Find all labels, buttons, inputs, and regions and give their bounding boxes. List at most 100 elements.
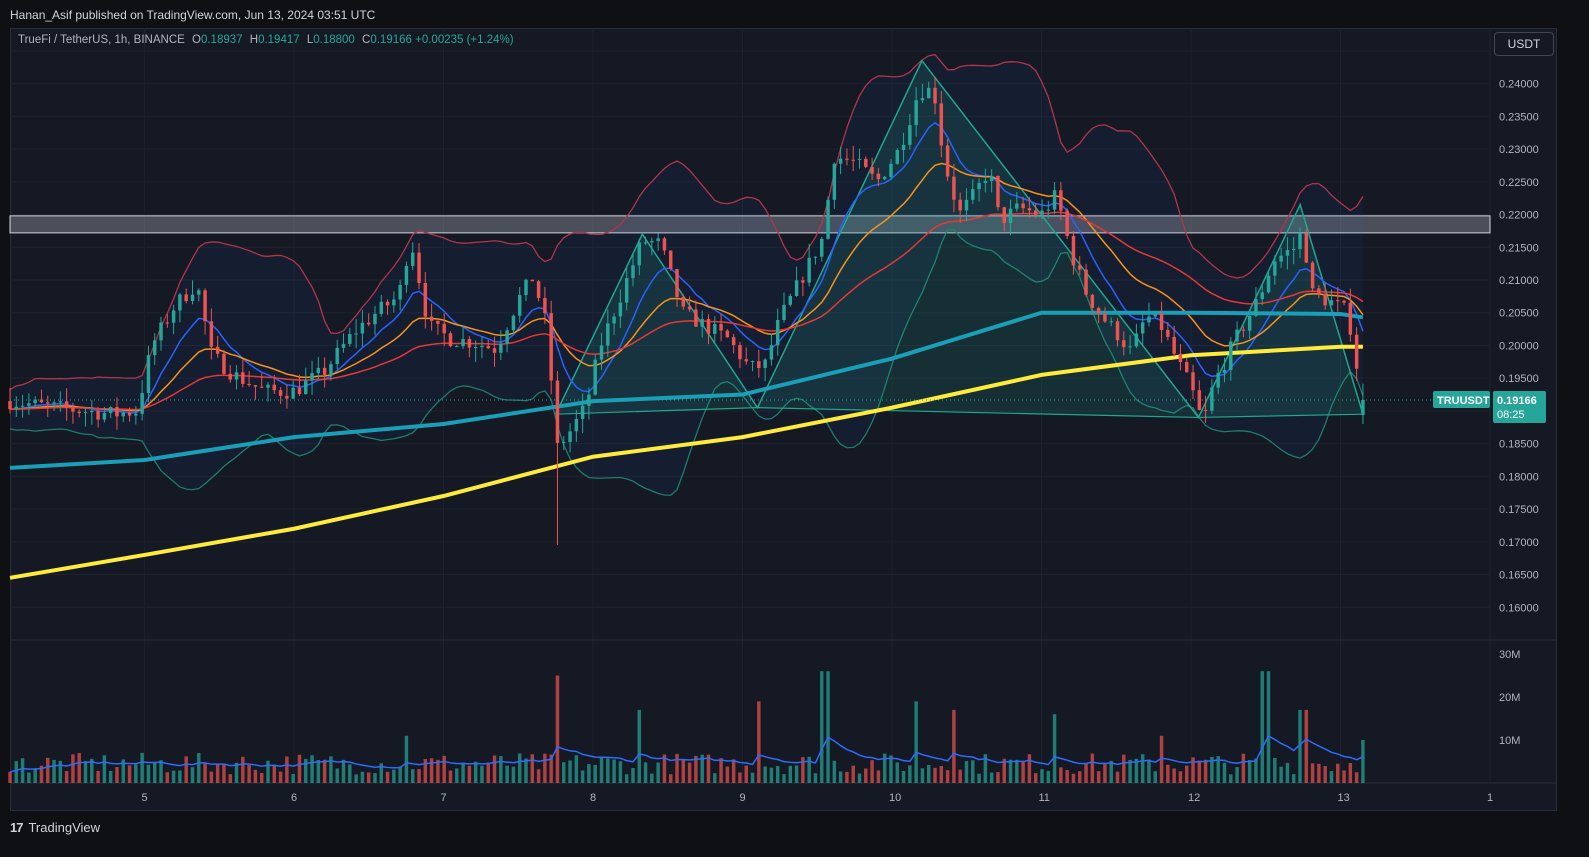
candle-body bbox=[64, 401, 69, 408]
candle-body bbox=[731, 337, 736, 346]
volume-bar bbox=[272, 765, 277, 783]
candle-body bbox=[297, 387, 302, 395]
volume-bar bbox=[379, 763, 383, 783]
candle-body bbox=[1222, 369, 1227, 373]
candle-body bbox=[618, 302, 623, 317]
price-axis: 0.245000.240000.235000.230000.225000.220… bbox=[1499, 46, 1539, 614]
volume-bar bbox=[832, 760, 837, 783]
candle-body bbox=[322, 367, 327, 375]
volume-bar bbox=[1015, 759, 1019, 783]
volume-bar bbox=[1310, 763, 1315, 783]
volume-bar bbox=[643, 762, 648, 783]
candle-body bbox=[769, 345, 774, 360]
candle-body bbox=[662, 238, 667, 251]
candle-body bbox=[1203, 409, 1208, 411]
candle-body bbox=[1159, 313, 1164, 330]
volume-bar bbox=[1348, 763, 1353, 783]
candle-body bbox=[775, 319, 780, 346]
currency-button[interactable]: USDT bbox=[1494, 32, 1554, 56]
volume-bar bbox=[134, 764, 138, 783]
volume-bar bbox=[1008, 759, 1013, 783]
volume-bar bbox=[310, 755, 314, 783]
candle-body bbox=[1128, 346, 1132, 348]
volume-bar bbox=[1235, 767, 1239, 783]
volume-bar bbox=[499, 756, 503, 783]
candle-body bbox=[335, 347, 339, 365]
candle-body bbox=[1216, 372, 1220, 388]
volume-bar bbox=[1279, 766, 1283, 783]
candle-body bbox=[1329, 300, 1334, 306]
volume-bar bbox=[297, 754, 302, 783]
volume-bar bbox=[241, 756, 245, 783]
candle-body bbox=[1166, 329, 1170, 337]
volume-bar bbox=[788, 765, 793, 783]
candle-body bbox=[1323, 293, 1327, 306]
ema-fast-line bbox=[9, 121, 1364, 414]
volume-bar bbox=[115, 767, 119, 783]
volume-bar bbox=[184, 756, 188, 783]
candle-body bbox=[562, 442, 566, 444]
candle-body bbox=[222, 353, 226, 374]
candle-body bbox=[706, 318, 711, 334]
volume-bar bbox=[165, 772, 170, 783]
volume-bar bbox=[901, 770, 906, 783]
candle-body bbox=[272, 384, 277, 391]
volume-bar bbox=[253, 769, 258, 783]
volume-bar bbox=[473, 761, 478, 783]
candle-body bbox=[669, 250, 673, 270]
volume-bar bbox=[304, 758, 308, 783]
price-tick-label: 0.17000 bbox=[1499, 537, 1539, 549]
tradingview-logo[interactable]: 17 TradingView bbox=[10, 820, 100, 835]
candle-body bbox=[1279, 255, 1283, 262]
volume-bar bbox=[574, 755, 579, 783]
candle-body bbox=[1140, 322, 1145, 334]
volume-bar bbox=[102, 755, 107, 783]
candle-body bbox=[102, 412, 107, 420]
volume-bar bbox=[744, 765, 748, 783]
candle-body bbox=[1040, 210, 1044, 215]
volume-bar bbox=[58, 760, 63, 783]
volume-bar bbox=[1361, 740, 1365, 783]
volume-bar bbox=[524, 758, 528, 783]
chart-area[interactable] bbox=[10, 28, 1557, 811]
candle-body bbox=[1059, 190, 1063, 211]
volume-bar bbox=[775, 766, 780, 783]
volume-bar bbox=[486, 762, 490, 783]
resistance-zone bbox=[9, 215, 1491, 234]
candle-body bbox=[1298, 233, 1302, 250]
price-tag-value: 0.19166 bbox=[1497, 395, 1537, 407]
volume-bar bbox=[1342, 770, 1346, 783]
candle-body bbox=[1015, 203, 1019, 209]
candle-body bbox=[1002, 207, 1006, 223]
volume-bar bbox=[1109, 760, 1113, 783]
volume-bar bbox=[121, 759, 125, 783]
volume-bar bbox=[492, 755, 497, 783]
volume-bar bbox=[807, 756, 811, 783]
volume-bar bbox=[222, 763, 226, 783]
candle-body bbox=[1021, 203, 1025, 209]
volume-bar bbox=[1115, 771, 1120, 783]
volume-bar bbox=[33, 768, 37, 783]
candle-body bbox=[813, 256, 818, 258]
candle-body bbox=[1241, 329, 1246, 331]
volume-bar bbox=[1329, 771, 1334, 783]
candle-body bbox=[914, 100, 918, 126]
volume-bar bbox=[908, 765, 912, 783]
candle-body bbox=[631, 265, 635, 279]
volume-bar bbox=[920, 768, 925, 783]
candle-body bbox=[247, 383, 251, 386]
volume-bar bbox=[876, 770, 881, 783]
bollinger-bands bbox=[9, 53, 1364, 496]
volume-bar bbox=[171, 770, 176, 783]
candle-body bbox=[46, 402, 50, 404]
volume-bar bbox=[1084, 763, 1088, 783]
candle-body bbox=[1153, 313, 1158, 317]
harmonic-base bbox=[555, 407, 1363, 419]
volume-bar bbox=[782, 774, 786, 783]
low-label: L bbox=[306, 34, 314, 46]
volume-bar bbox=[669, 774, 673, 783]
volume-bar bbox=[801, 757, 805, 783]
candle-body bbox=[1033, 210, 1038, 215]
volume-bar bbox=[549, 754, 553, 783]
